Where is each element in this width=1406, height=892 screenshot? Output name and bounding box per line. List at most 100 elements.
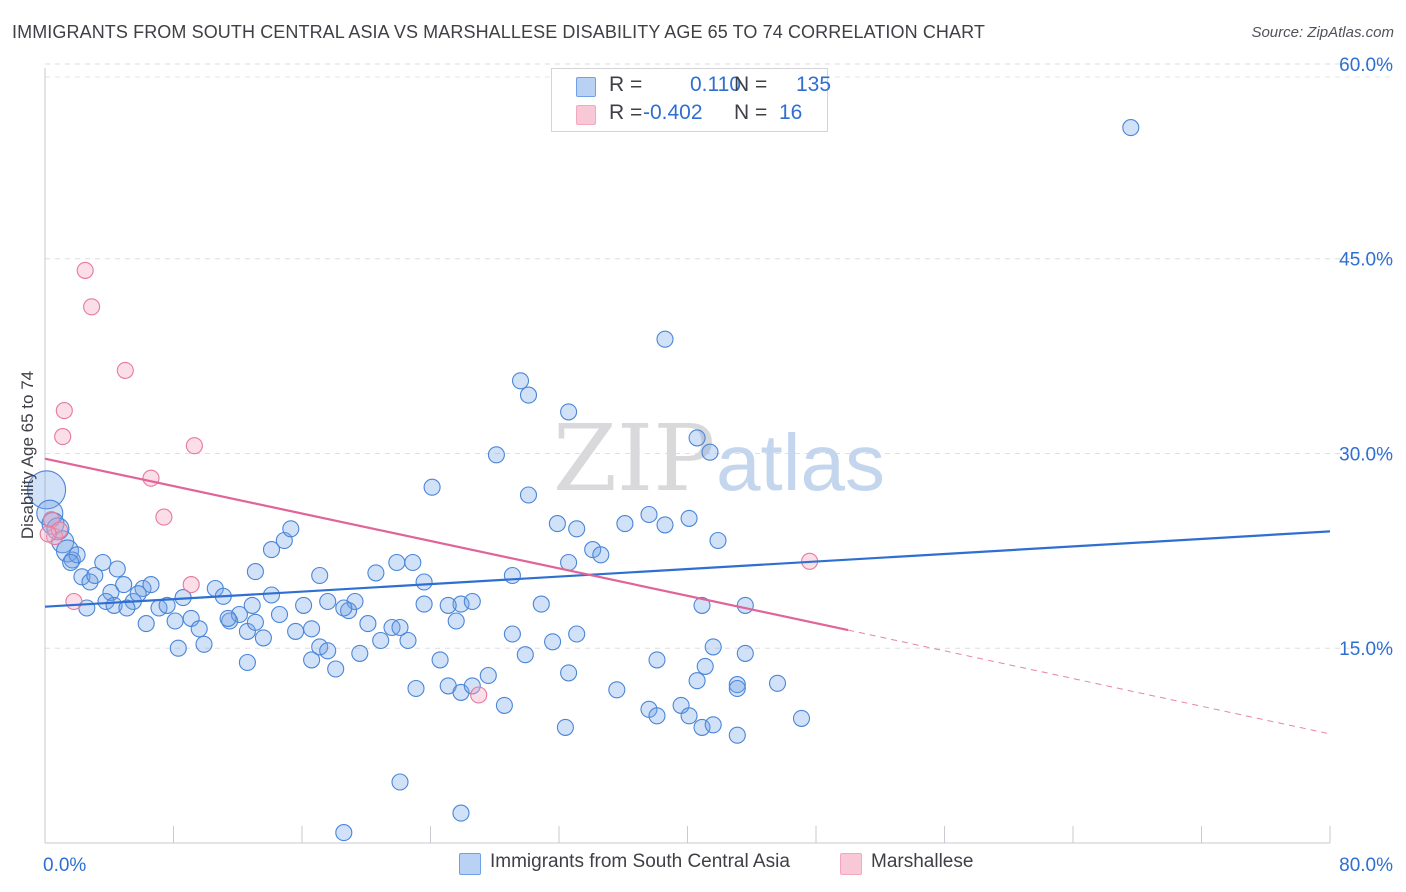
point-marshallese	[185, 437, 203, 455]
point-immigrants	[134, 579, 152, 598]
point-immigrants	[452, 804, 470, 822]
point-immigrants	[351, 644, 369, 662]
chart-source: Source: ZipAtlas.com	[1251, 24, 1394, 41]
point-immigrants	[219, 609, 237, 627]
point-immigrants	[728, 726, 746, 744]
point-immigrants	[190, 620, 208, 638]
point-immigrants	[311, 566, 329, 585]
point-immigrants	[367, 564, 385, 582]
point-immigrants	[372, 631, 390, 650]
legend-row-marshallese: R = -0.402 N = 16	[552, 101, 827, 127]
watermark-atlas: atlas	[716, 418, 885, 507]
point-immigrants	[391, 773, 409, 791]
point-immigrants	[319, 642, 337, 660]
point-immigrants	[404, 553, 422, 572]
point-immigrants	[27, 470, 67, 510]
point-immigrants	[548, 515, 566, 533]
legend-n-value: 135	[796, 73, 832, 96]
point-immigrants	[709, 531, 727, 550]
legend-r-value: 0.110	[690, 73, 741, 96]
point-immigrants	[295, 596, 313, 614]
point-immigrants	[391, 618, 409, 637]
point-immigrants	[169, 639, 187, 657]
point-immigrants	[102, 583, 120, 601]
point-immigrants	[693, 596, 711, 614]
legend-swatch-blue	[576, 77, 596, 97]
point-immigrants	[680, 707, 698, 725]
point-immigrants	[262, 586, 281, 604]
point-marshallese	[50, 521, 69, 539]
point-immigrants	[728, 676, 746, 694]
legend: R = 0.110 N = 135 R = -0.402 N = 16	[551, 68, 831, 132]
trend-lines	[44, 457, 1331, 735]
point-immigrants	[544, 633, 562, 651]
bottom-legend-label: Immigrants from South Central Asia	[490, 851, 790, 872]
point-immigrants	[327, 660, 345, 678]
point-immigrants	[487, 446, 505, 464]
legend-r-label: R =	[609, 101, 643, 124]
point-immigrants	[63, 551, 81, 569]
point-immigrants	[311, 638, 329, 656]
point-immigrants	[452, 595, 470, 613]
trend-line-immigrants	[44, 530, 1331, 608]
point-immigrants	[656, 330, 674, 348]
point-immigrants	[335, 599, 353, 617]
point-immigrants	[447, 612, 465, 630]
point-immigrants	[688, 672, 706, 690]
y-axis-label: Disability Age 65 to 74	[18, 371, 37, 539]
point-immigrants	[282, 520, 300, 538]
legend-n-label: N =	[734, 73, 768, 96]
point-immigrants	[340, 602, 358, 620]
point-immigrants	[230, 605, 248, 624]
point-immigrants	[118, 599, 136, 617]
point-marshallese	[76, 261, 94, 279]
x-tick-label: 80.0%	[1339, 855, 1393, 876]
point-immigrants	[221, 612, 239, 630]
point-immigrants	[303, 620, 321, 638]
point-immigrants	[688, 429, 706, 447]
point-immigrants	[62, 553, 80, 572]
point-immigrants	[97, 592, 115, 611]
point-immigrants	[792, 709, 811, 727]
point-immigrants	[158, 596, 176, 614]
point-immigrants	[728, 679, 746, 698]
trend-line-marshallese	[44, 457, 849, 632]
point-immigrants	[335, 824, 353, 842]
point-immigrants	[129, 585, 147, 603]
y-tick-label: 45.0%	[1339, 250, 1393, 271]
point-immigrants	[736, 644, 754, 662]
point-immigrants	[415, 595, 433, 613]
point-immigrants	[115, 576, 133, 594]
point-immigrants	[592, 546, 610, 564]
point-immigrants	[1122, 119, 1140, 137]
trend-line-marshallese-extension	[848, 629, 1331, 735]
point-immigrants	[503, 625, 521, 643]
series-immigrants-points	[27, 119, 1140, 842]
point-immigrants	[704, 716, 722, 734]
point-immigrants	[166, 612, 184, 630]
bottom-legend-label: Marshallese	[871, 851, 974, 872]
legend-row-immigrants: R = 0.110 N = 135	[552, 73, 831, 99]
point-immigrants	[560, 403, 578, 421]
point-immigrants	[359, 615, 377, 633]
point-immigrants	[556, 718, 574, 736]
point-marshallese	[39, 525, 57, 543]
point-immigrants	[407, 679, 425, 698]
bottom-legend-swatch-pink	[840, 853, 862, 875]
bottom-legend-swatch-blue	[459, 853, 481, 875]
point-immigrants	[287, 622, 305, 640]
point-immigrants	[584, 541, 602, 559]
point-immigrants	[680, 509, 698, 527]
legend-r-label: R =	[609, 73, 643, 96]
point-immigrants	[693, 718, 711, 736]
point-immigrants	[246, 563, 264, 581]
y-tick-label: 30.0%	[1339, 444, 1393, 465]
point-marshallese	[65, 592, 83, 611]
point-immigrants	[519, 386, 538, 404]
point-marshallese	[55, 402, 73, 420]
point-immigrants	[238, 653, 256, 672]
point-immigrants	[516, 646, 534, 664]
point-immigrants	[423, 478, 441, 496]
